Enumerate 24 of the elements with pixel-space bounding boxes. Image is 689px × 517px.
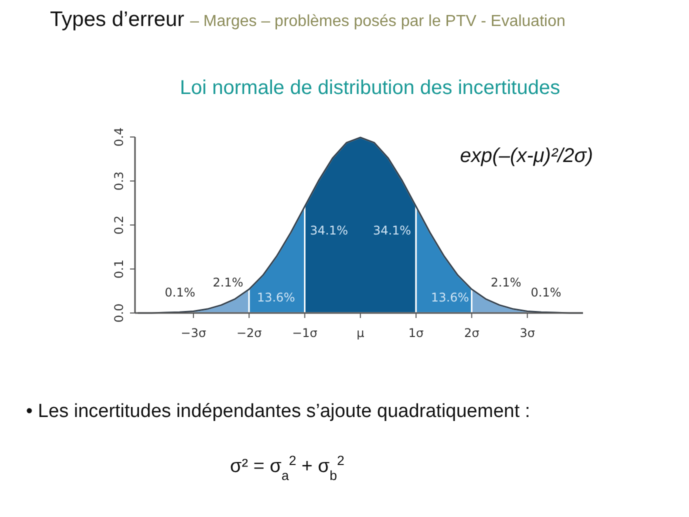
y-tick-label: 0.1 xyxy=(112,259,126,279)
y-tick-label: 0.4 xyxy=(112,127,126,147)
x-tick-label: μ xyxy=(356,326,365,340)
annotation: 13.6% xyxy=(430,290,470,304)
x-tick-label: −1σ xyxy=(292,326,318,340)
chart-subtitle: Loi normale de distribution des incertitudes xyxy=(180,77,560,99)
y-tick-label: 0.2 xyxy=(112,215,126,235)
chart-title: Types d’erreur – Marges – problèmes posés par le PTV - Evaluation xyxy=(50,8,566,31)
annotation: 34.1% xyxy=(310,223,348,238)
y-tick-label: 0.0 xyxy=(112,303,126,323)
x-tick-label: 1σ xyxy=(408,326,424,340)
annotation: 0.1% xyxy=(530,285,562,300)
x-tick-label: −3σ xyxy=(180,326,206,340)
x-tick-label: 3σ xyxy=(520,326,536,340)
annotation: 34.1% xyxy=(372,223,412,238)
y-tick-label: 0.3 xyxy=(112,171,126,191)
annotation: 2.1% xyxy=(490,275,522,290)
annotation: 2.1% xyxy=(212,275,244,290)
text: • Les incertitudes indépendantes s’ajoute quadratiquement : xyxy=(26,401,530,422)
x-tick-label: 2σ xyxy=(464,326,480,340)
x-tick-label: −2σ xyxy=(236,326,262,340)
annotation: 0.1% xyxy=(164,285,196,300)
annotation: 13.6% xyxy=(256,290,296,304)
annotation: exp(–(x-μ)²/2σ) xyxy=(460,145,594,167)
